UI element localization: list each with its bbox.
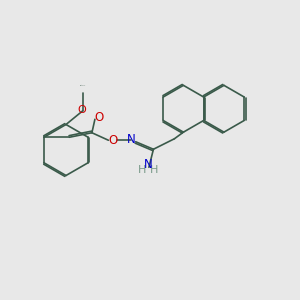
Text: O: O (108, 134, 117, 147)
Text: N: N (144, 158, 153, 171)
Text: O: O (77, 105, 86, 116)
Text: H: H (150, 165, 158, 175)
Text: methoxy: methoxy (87, 90, 93, 92)
Text: N: N (127, 133, 135, 146)
Text: methoxy: methoxy (80, 85, 85, 86)
Text: O: O (94, 111, 103, 124)
Text: H: H (138, 165, 146, 175)
